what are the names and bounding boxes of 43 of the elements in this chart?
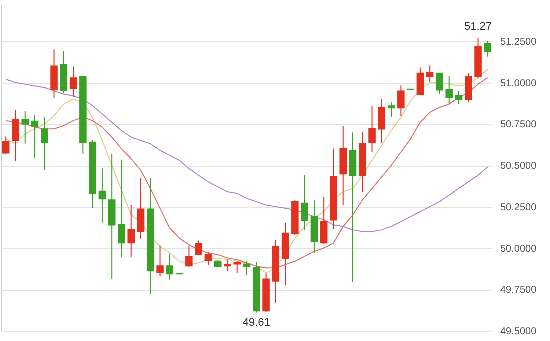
candlestick: [12, 110, 20, 162]
candlestick: [156, 245, 164, 278]
candlestick: [166, 254, 174, 280]
candlestick: [224, 259, 232, 272]
y-tick-label: 50.2500: [500, 202, 538, 214]
candlestick: [446, 76, 453, 105]
y-tick-label: 50.5000: [500, 161, 538, 172]
candlestick: [128, 204, 135, 258]
y-tick-label: 50.0000: [500, 244, 538, 255]
candlestick: [137, 178, 145, 240]
candlestick: [378, 98, 386, 144]
y-tick-label: 49.7500: [500, 285, 538, 296]
y-tick-label: 51.2500: [500, 36, 538, 48]
candlestick: [195, 240, 202, 256]
candlestick: [455, 90, 463, 105]
candlestick: [388, 102, 396, 118]
candlestick: [436, 72, 444, 96]
annotation: 51.27: [464, 21, 492, 34]
candlestick: [234, 260, 241, 274]
line-series: [6, 78, 488, 232]
candlestick: [243, 260, 251, 276]
candlestick: [70, 66, 78, 98]
y-tick-label: 49.5000: [500, 326, 538, 338]
y-tick-label: 50.7500: [500, 120, 538, 131]
candlestick: [41, 116, 48, 170]
candlestick: [368, 106, 376, 153]
candlestick: [98, 168, 106, 224]
candlestick: [301, 174, 308, 231]
candlestick: [398, 85, 405, 118]
candlestick: [426, 65, 434, 83]
candlestick: [118, 160, 126, 258]
candlestick: [320, 196, 328, 245]
candlestick: [465, 72, 472, 104]
candlestick: [22, 110, 29, 144]
candlestick: [484, 40, 492, 58]
candlestick: [50, 49, 58, 99]
annotation: 49.61: [242, 316, 270, 329]
candlestick: [204, 252, 212, 266]
candlestick: [31, 115, 39, 160]
y-tick-label: 51.0000: [500, 78, 538, 90]
candlestick: [186, 245, 193, 268]
candlestick: [416, 67, 424, 96]
candlestick: [2, 136, 10, 155]
